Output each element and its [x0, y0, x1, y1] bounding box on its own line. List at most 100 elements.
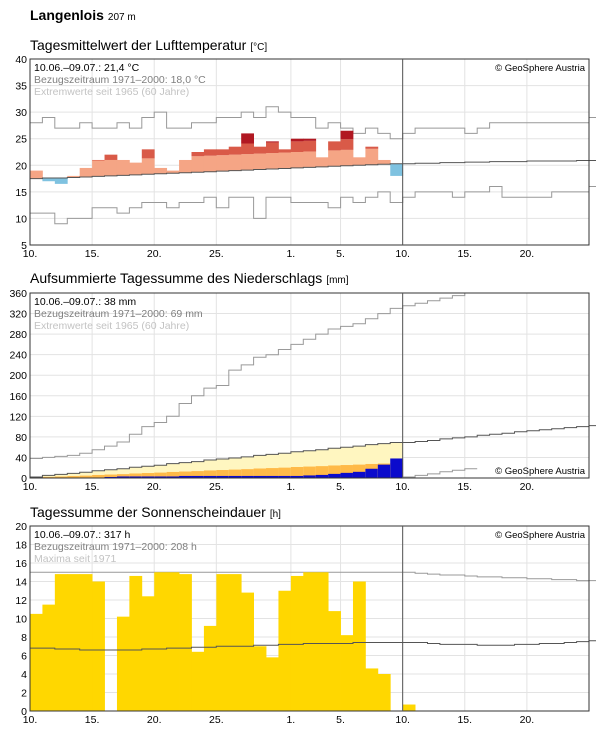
sunshine-maxima-line: [30, 571, 596, 582]
y-tick-label: 0: [21, 473, 27, 485]
temperature-bar-hot: [141, 149, 155, 159]
plot-border: [29, 525, 590, 712]
sunshine-bar: [179, 574, 192, 711]
temperature-bar-warm: [203, 155, 217, 172]
x-tick-label: 1.: [286, 714, 295, 726]
precipitation-mid-fill: [241, 469, 254, 478]
sunshine-bar: [266, 657, 279, 711]
precipitation-observed-bar: [315, 474, 329, 478]
temperature-bar-hot: [92, 159, 105, 161]
y-tick-label: 160: [9, 391, 27, 403]
x-tick-label: 25.: [209, 481, 224, 493]
temperature-bar-warm: [315, 157, 329, 167]
precipitation-reference-fill: [129, 467, 143, 478]
x-tick-label: 20.: [147, 248, 162, 260]
precipitation-mid-fill: [216, 470, 230, 478]
precipitation-observed-bar: [129, 476, 143, 478]
precipitation-reference-fill: [141, 466, 155, 478]
precipitation-mid-fill: [104, 474, 118, 478]
precipitation-observed-bar: [377, 464, 391, 478]
precipitation-observed-bar: [154, 476, 168, 478]
precipitation-mid-fill: [290, 466, 304, 478]
x-tick-label: 20.: [520, 248, 535, 260]
precipitation-reference-line: [30, 442, 403, 478]
temperature-bar-warm: [92, 160, 105, 177]
temperature-bar-warm: [30, 170, 43, 179]
precipitation-mid-fill: [228, 469, 242, 478]
temperature-max-extreme-line: [30, 106, 596, 140]
temperature-bar-hot: [104, 154, 118, 160]
precipitation-mid-fill: [92, 474, 105, 478]
sunshine-bar: [328, 611, 341, 711]
sunshine-bar: [92, 581, 105, 711]
y-tick-label: 30: [15, 107, 27, 119]
x-tick-label: 15.: [457, 481, 472, 493]
temperature-bar-warm: [328, 150, 341, 167]
temperature-bar-hot: [228, 146, 242, 155]
temperature-bar-cold: [54, 178, 68, 184]
x-tick-label: 25.: [209, 714, 224, 726]
x-tick-label: 15.: [85, 714, 100, 726]
y-tick-label: 10: [15, 614, 27, 626]
precipitation-observed-bar: [290, 475, 304, 478]
temperature-title: Tagesmittelwert der Lufttemperatur: [30, 37, 247, 53]
info-line: Bezugszeitraum 1971–2000: 208 h: [34, 541, 197, 553]
sunshine-bar: [228, 574, 242, 711]
x-tick-label: 20.: [520, 714, 535, 726]
sunshine-bar: [377, 674, 391, 711]
y-tick-label: 6: [21, 651, 27, 663]
precipitation-mid-fill: [179, 471, 192, 478]
y-tick-label: 4: [21, 669, 27, 681]
temperature-bar-cold: [390, 163, 404, 176]
y-tick-label: 360: [9, 288, 27, 300]
x-tick-label: 15.: [85, 481, 100, 493]
precipitation-mid-fill: [42, 476, 56, 478]
sunshine-chart: 0 2 4 6 8 10 12 14 16 18 20 10. 15. 20. 25. 1. 5. 10. 15. 2…: [15, 521, 596, 726]
precipitation-observed-bar: [365, 468, 379, 478]
temperature-bar-warm: [216, 155, 230, 172]
station-name: Langenlois: [30, 7, 104, 23]
temperature-bar-very-hot: [303, 138, 317, 141]
x-tick-label: 5.: [336, 714, 345, 726]
precipitation-reference-future-line: [402, 425, 596, 443]
temperature-bar-hot: [203, 149, 217, 156]
y-tick-label: 8: [21, 632, 27, 644]
temperature-bar-warm: [241, 154, 254, 171]
y-tick-label: 12: [15, 595, 27, 607]
temperature-bar-warm: [79, 167, 93, 177]
temperature-bar-warm: [340, 149, 354, 166]
temperature-bar-warm: [191, 156, 205, 173]
sunshine-bar: [141, 596, 155, 711]
temperature-bar-warm: [266, 153, 279, 170]
sunshine-unit: [h]: [270, 509, 281, 520]
sunshine-bar: [154, 572, 168, 711]
sunshine-bar: [116, 616, 130, 711]
precipitation-mid-fill: [116, 474, 130, 478]
sunshine-bar: [303, 572, 317, 711]
info-line: Extremwerte seit 1965 (60 Jahre): [34, 86, 189, 98]
x-tick-label: 10.: [395, 714, 410, 726]
sunshine-bar: [129, 575, 143, 711]
sunshine-bar: [340, 635, 354, 711]
sunshine-bar: [402, 704, 416, 711]
precipitation-reference-fill: [104, 469, 118, 478]
temperature-bar-warm: [365, 148, 379, 165]
x-tick-label: 10.: [23, 248, 38, 260]
precipitation-mid-fill: [315, 466, 329, 478]
precipitation-mid-fill: [141, 473, 155, 478]
y-tick-label: 2: [21, 688, 27, 700]
temperature-bar-warm: [253, 153, 267, 170]
precipitation-observed-bar: [340, 472, 354, 478]
precipitation-title: Aufsummierte Tagessumme des Niederschlag…: [30, 270, 322, 286]
sunshine-bar: [42, 604, 56, 711]
temperature-min-extreme-line: [30, 186, 596, 225]
precipitation-observed-bar: [253, 475, 267, 478]
precipitation-observed-bar: [266, 475, 279, 478]
precipitation-mid-fill: [303, 466, 317, 478]
precipitation-reference-fill: [67, 473, 81, 478]
info-line: Bezugszeitraum 1971–2000: 18,0 °C: [34, 74, 206, 86]
temperature-bar-warm: [179, 159, 192, 173]
sunshine-bar: [216, 574, 230, 711]
copyright-label: © GeoSphere Austria: [495, 63, 586, 74]
precipitation-observed-bar: [166, 476, 180, 478]
